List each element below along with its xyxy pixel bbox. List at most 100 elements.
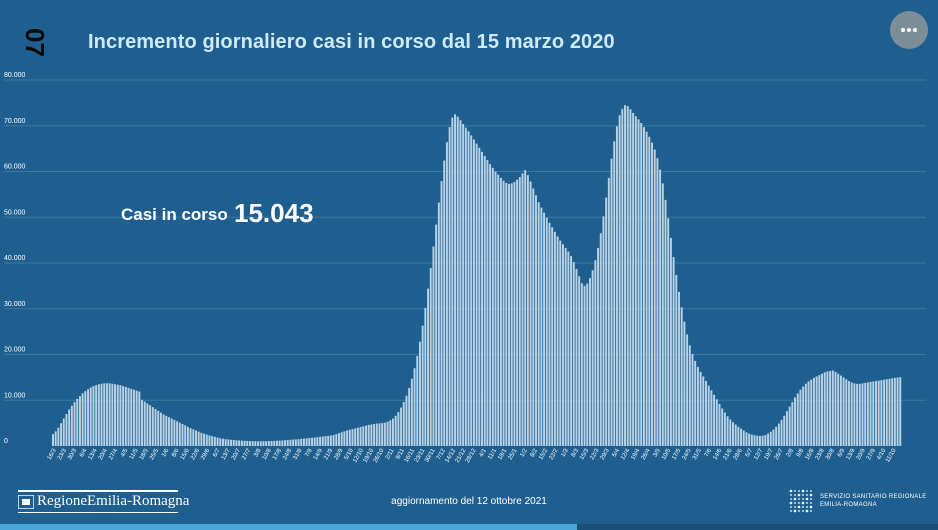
- bar: [173, 419, 176, 446]
- bar: [470, 135, 473, 447]
- x-tick-label: 27/9: [866, 447, 877, 461]
- bar: [753, 435, 756, 446]
- bar: [675, 274, 678, 446]
- kpi-label: Casi in corso: [121, 205, 228, 224]
- bar: [605, 197, 608, 446]
- bar: [70, 405, 73, 446]
- bar: [400, 407, 403, 446]
- bar: [302, 438, 305, 446]
- bar: [181, 424, 184, 446]
- ssr-dot: [809, 493, 813, 497]
- ssr-dot: [790, 498, 792, 500]
- ssr-dot: [806, 502, 808, 504]
- bar: [524, 170, 527, 446]
- bar: [669, 237, 672, 446]
- bar: [227, 439, 230, 446]
- ssr-dot: [802, 510, 804, 512]
- bar: [343, 431, 346, 446]
- logo-rule: [18, 490, 178, 492]
- bar: [219, 438, 222, 446]
- ssr-dot: [798, 510, 800, 512]
- x-tick-label: 3/8: [253, 447, 263, 458]
- bar: [591, 270, 594, 446]
- x-tick-label: 11/10: [885, 447, 898, 463]
- bar: [629, 109, 632, 446]
- bar: [659, 169, 662, 447]
- bar: [138, 391, 141, 446]
- bar: [486, 160, 489, 446]
- bar: [866, 382, 869, 446]
- y-tick-label: 20.000: [4, 347, 26, 354]
- bar: [111, 383, 114, 446]
- bar: [54, 431, 57, 446]
- bar: [678, 291, 680, 446]
- bar: [445, 142, 448, 446]
- update-date: aggiornamento del 12 ottobre 2021: [391, 496, 547, 507]
- bar: [278, 440, 281, 446]
- y-tick-label: 0: [4, 438, 8, 445]
- bar: [432, 246, 435, 446]
- bar: [481, 151, 483, 446]
- bar: [176, 421, 179, 446]
- x-tick-label: 25/5: [149, 447, 160, 461]
- x-tick-label: 30/8: [825, 447, 836, 461]
- ssr-dot: [797, 493, 801, 497]
- bar: [826, 371, 829, 446]
- bar: [696, 366, 699, 446]
- bar: [821, 373, 823, 446]
- bar: [222, 438, 224, 446]
- bar: [203, 433, 206, 446]
- x-tick-label: 22/3: [589, 447, 600, 461]
- bar: [132, 389, 135, 446]
- bar: [613, 141, 616, 446]
- y-axis: 0 10.000 20.000 30.000 40.000 50.000 60.000 70.…: [4, 72, 26, 445]
- bar: [796, 393, 799, 446]
- x-tick-label: 25/1: [508, 447, 519, 461]
- bar: [146, 403, 149, 446]
- bar: [413, 368, 416, 446]
- y-tick-label: 80.000: [4, 72, 26, 79]
- bar: [335, 434, 338, 446]
- x-tick-label: 28/9: [333, 447, 344, 461]
- bar: [702, 376, 705, 446]
- bar: [618, 115, 621, 447]
- bar: [408, 387, 411, 446]
- bar: [861, 383, 864, 446]
- slide-number: 07: [20, 28, 50, 57]
- bar: [818, 375, 821, 446]
- bar: [688, 345, 691, 446]
- bar: [535, 195, 537, 446]
- bar: [143, 401, 146, 446]
- x-tick-label: 11/1: [487, 447, 498, 460]
- bar: [208, 435, 211, 446]
- bar: [329, 435, 332, 446]
- bar: [597, 247, 600, 446]
- bar: [383, 422, 386, 446]
- x-tick-label: 9/11: [395, 447, 406, 460]
- x-tick-label: 18/5: [139, 447, 150, 461]
- bar: [68, 409, 71, 446]
- bar: [543, 212, 546, 446]
- regione-logo-text: RegioneEmilia-Romagna: [37, 493, 190, 509]
- x-tick-label: 22/2: [549, 447, 560, 461]
- bar: [327, 435, 330, 446]
- bar: [839, 375, 842, 446]
- bar: [570, 256, 573, 446]
- bar: [896, 377, 899, 447]
- ssr-dot: [794, 506, 796, 508]
- bar: [243, 440, 246, 446]
- bar: [653, 149, 656, 446]
- bar: [572, 262, 575, 446]
- ssr-line-2: EMILIA-ROMAGNA: [820, 502, 877, 508]
- more-options-button[interactable]: [890, 11, 928, 49]
- x-tick-label: 8/3: [571, 447, 581, 458]
- bar: [508, 183, 510, 446]
- bar: [750, 434, 753, 446]
- ssr-dot: [793, 509, 797, 513]
- x-tick-label: 3/5: [653, 447, 663, 458]
- bar: [518, 176, 521, 446]
- bar: [683, 321, 686, 446]
- bar: [162, 414, 165, 446]
- bar: [858, 383, 861, 446]
- bar: [127, 387, 130, 446]
